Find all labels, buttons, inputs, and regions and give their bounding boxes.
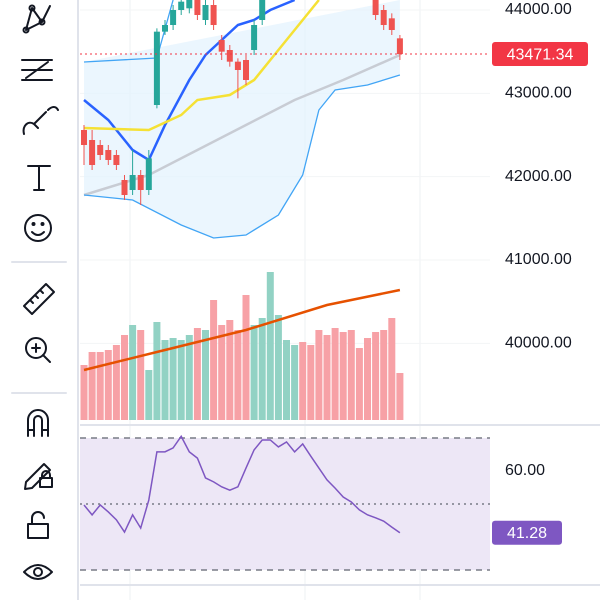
volume-bar xyxy=(145,370,153,420)
volume-bar xyxy=(193,328,201,420)
candle-body xyxy=(97,145,104,155)
line xyxy=(83,288,401,372)
volume-bar xyxy=(372,332,380,420)
y-tick-label: 42000.00 xyxy=(505,168,572,185)
fib-tool[interactable] xyxy=(21,59,53,81)
volume-bar xyxy=(364,338,371,420)
toolbar xyxy=(11,4,67,580)
candle-body xyxy=(129,175,136,190)
candle-body xyxy=(178,1,185,10)
magnet-tool[interactable] xyxy=(27,409,49,437)
volume-bar xyxy=(234,330,242,420)
candle-body xyxy=(372,0,379,15)
ruler-tool[interactable] xyxy=(23,283,55,315)
brush-tool[interactable] xyxy=(22,106,59,135)
volume-bar xyxy=(299,342,307,420)
volume-bar xyxy=(96,352,104,420)
volume-bar xyxy=(153,322,161,420)
volume-bar xyxy=(396,373,404,420)
volume-bar xyxy=(169,338,177,420)
volume-bar xyxy=(388,318,396,420)
volume-bar xyxy=(274,315,282,420)
volume-bar xyxy=(307,345,315,420)
candle-body xyxy=(89,140,96,165)
visibility-tool[interactable] xyxy=(23,564,53,580)
line xyxy=(83,434,401,534)
candle-body xyxy=(153,31,160,106)
candle-body xyxy=(186,0,193,9)
candle-body xyxy=(194,0,201,15)
volume-bar xyxy=(355,348,363,420)
volume-bar xyxy=(331,328,339,420)
volume-bar xyxy=(250,325,258,420)
volume-bar xyxy=(266,272,274,420)
volume-bar xyxy=(177,340,185,420)
volume-bar xyxy=(129,325,137,420)
volume-bar xyxy=(218,325,226,420)
candle-body xyxy=(202,5,209,20)
volume-bar xyxy=(88,352,96,420)
text-tool[interactable] xyxy=(27,165,51,191)
line xyxy=(83,74,401,239)
lock-tool[interactable] xyxy=(27,511,49,539)
pattern-tool[interactable] xyxy=(22,4,51,34)
y-tick-label: 43000.00 xyxy=(505,85,572,102)
y-tick-label: 40000.00 xyxy=(505,335,572,352)
volume-bar xyxy=(315,330,323,420)
line xyxy=(83,0,320,132)
candle-body xyxy=(121,180,128,195)
candle-body xyxy=(218,40,225,52)
volume-bar xyxy=(226,320,234,420)
candle-body xyxy=(170,10,177,25)
candle-body xyxy=(137,175,144,190)
volume-bar xyxy=(137,330,145,420)
volume-bar xyxy=(185,335,193,420)
line xyxy=(83,0,296,162)
volume-bar xyxy=(347,330,355,420)
volume-bar xyxy=(323,335,331,420)
rsi-value-box xyxy=(492,520,562,545)
volume-bar xyxy=(339,332,347,420)
volume-bar xyxy=(121,335,128,420)
y-tick-label: 44000.00 xyxy=(505,1,572,18)
candle-body xyxy=(162,25,168,32)
volume-bar xyxy=(112,345,120,420)
candle-body xyxy=(259,0,266,20)
candle-body xyxy=(234,61,241,70)
volume-bar xyxy=(161,340,169,420)
candle-body xyxy=(105,150,112,160)
candle-body xyxy=(81,130,87,145)
candle-body xyxy=(113,155,120,165)
candle-body xyxy=(251,25,258,50)
lock-drawing-tool[interactable] xyxy=(24,463,53,490)
zoom-tool[interactable] xyxy=(25,337,51,363)
volume-bar xyxy=(291,345,299,420)
volume-bar xyxy=(104,350,112,420)
candle-body xyxy=(210,5,217,25)
candle-body xyxy=(388,18,395,30)
rsi-value-label: 41.28 xyxy=(507,525,547,542)
candle-body xyxy=(145,158,152,190)
price-pane xyxy=(80,0,490,344)
volume-bar xyxy=(210,300,218,420)
last-price-box xyxy=(492,42,588,67)
volume-bar xyxy=(80,365,88,420)
candle-body xyxy=(243,60,249,80)
volume-bar xyxy=(202,330,209,420)
volume-bar xyxy=(242,295,250,420)
candle-body xyxy=(380,10,387,25)
candle-body xyxy=(396,38,403,55)
volume-bar xyxy=(380,330,388,420)
last-price-label: 43471.34 xyxy=(507,46,574,63)
candle-body xyxy=(226,50,233,62)
volume-bar xyxy=(283,340,290,420)
y-tick-label: 41000.00 xyxy=(505,251,572,268)
y-tick-label: 60.00 xyxy=(505,462,545,479)
band-fill xyxy=(84,0,400,238)
emoji-tool[interactable] xyxy=(24,214,52,242)
volume-bar xyxy=(258,318,266,420)
